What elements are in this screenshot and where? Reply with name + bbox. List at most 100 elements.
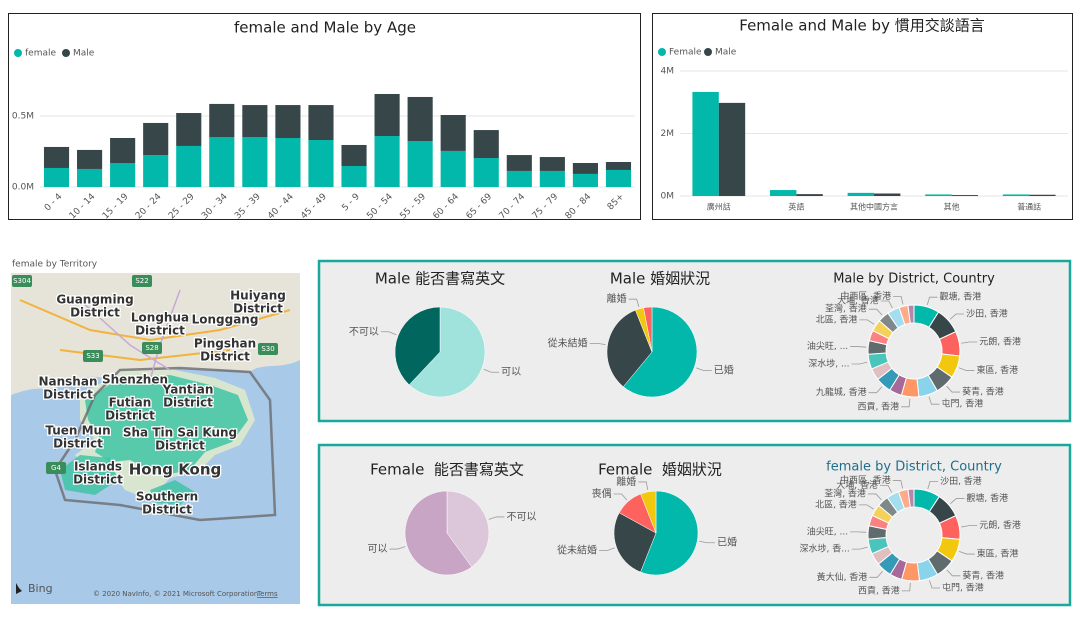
road-shield — [12, 275, 32, 287]
leader-line — [859, 319, 875, 325]
leader-line — [949, 313, 965, 320]
slice-label: 屯門, 香港 — [942, 582, 984, 594]
chart-title: Male by District, Country — [833, 272, 995, 287]
pie-slice — [643, 306, 653, 353]
leader-line — [589, 342, 606, 346]
pie-slice — [394, 306, 441, 386]
map-label: Yantian — [162, 383, 214, 397]
bar — [407, 140, 433, 187]
bar — [43, 167, 70, 187]
leader-line — [638, 481, 649, 490]
legend-label: Female — [669, 48, 702, 58]
slice-label: 中西區, 香港 — [840, 474, 891, 486]
road-shield — [142, 342, 162, 354]
terms-link[interactable]: Terms — [256, 590, 278, 598]
chart-title: Female and Male by 慣用交談語言 — [739, 17, 984, 35]
legend-marker — [704, 48, 712, 56]
slice-label: 元朗, 香港 — [979, 335, 1021, 347]
leader-line — [958, 367, 975, 371]
chart-title: female by District, Country — [826, 460, 1002, 475]
slice-label: 荃灣, 香港 — [824, 487, 866, 499]
y-tick-label: 4M — [661, 67, 675, 77]
bar — [143, 122, 169, 156]
leader-line — [699, 540, 716, 544]
bar — [43, 146, 70, 168]
leader-line — [901, 582, 911, 592]
road-shield-label: G4 — [51, 464, 61, 472]
bar — [110, 163, 136, 187]
road-shield-label: S304 — [13, 277, 31, 285]
map-label: District — [200, 350, 250, 364]
map-label: Longgang — [192, 313, 259, 327]
map-label: Islands — [74, 460, 122, 474]
bar — [275, 138, 301, 187]
bar — [692, 91, 719, 196]
leader-line — [929, 580, 941, 589]
slice-label: 大埔, 香港 — [837, 294, 879, 306]
x-tick-label: 廣州話 — [707, 202, 731, 212]
legend-marker — [62, 49, 70, 57]
leader-line — [946, 385, 961, 393]
leader-line — [851, 546, 868, 550]
pie-slice — [404, 490, 473, 576]
x-tick-label: 英語 — [788, 202, 804, 212]
leader-line — [599, 547, 615, 552]
bar — [77, 168, 103, 187]
map-label: Sha Tin Sai Kung — [123, 426, 237, 440]
slice-label: 大埔, 香港 — [836, 479, 878, 491]
copyright: © 2020 NavInfo, © 2021 Microsoft Corpora… — [93, 590, 258, 598]
map-label: District — [135, 324, 185, 338]
leader-line — [613, 493, 628, 501]
map-label: Southern — [136, 490, 198, 504]
pie-slice — [408, 306, 486, 398]
bar — [473, 158, 499, 187]
slice-label: 屯門, 香港 — [941, 398, 983, 410]
slice-label: 離婚 — [616, 475, 636, 488]
bar — [242, 105, 268, 138]
slice-label: 深水埗, ... — [808, 358, 849, 370]
bar — [847, 192, 874, 196]
map-label: District — [233, 302, 283, 316]
leader-line — [961, 525, 978, 528]
slice-label: 北區, 香港 — [816, 313, 858, 325]
bar — [209, 103, 235, 138]
bar — [572, 163, 598, 174]
pie-slice — [613, 512, 657, 573]
leader-line — [851, 361, 868, 365]
bar — [874, 193, 901, 196]
x-tick-label: 普通話 — [1017, 202, 1041, 212]
slice-label: 沙田, 香港 — [966, 308, 1008, 320]
bar — [539, 157, 565, 171]
legend-marker — [14, 49, 22, 57]
y-tick-label: 0M — [661, 192, 675, 202]
map — [11, 273, 300, 604]
map-label: Tuen Mun — [45, 424, 110, 438]
bar — [374, 136, 400, 187]
bar — [925, 194, 952, 196]
legend-label: Male — [715, 48, 737, 58]
leader-line — [946, 569, 961, 577]
leader-line — [958, 550, 975, 555]
map-label: District — [43, 388, 93, 402]
leader-line — [892, 480, 904, 489]
leader-line — [880, 300, 893, 309]
pie-slice — [640, 490, 699, 576]
slice-label: 沙田, 香港 — [940, 475, 982, 487]
bar — [1029, 194, 1056, 196]
road-shield-label: S33 — [86, 352, 99, 360]
bar — [539, 170, 565, 187]
leader-line — [696, 367, 712, 372]
leader-line — [928, 396, 940, 405]
map-label: Nanshan — [38, 375, 97, 389]
map-label: District — [70, 306, 120, 320]
slice-label: 油尖旺, ... — [807, 340, 848, 352]
bing-logo-icon — [16, 583, 22, 594]
leader-line — [488, 516, 505, 520]
slice-label: 東區, 香港 — [976, 364, 1018, 376]
slice-label: 可以 — [368, 544, 388, 555]
bar — [374, 93, 400, 137]
leader-line — [893, 296, 904, 305]
chart-title: Female 能否書寫英文 — [370, 461, 524, 479]
bar — [308, 139, 334, 187]
